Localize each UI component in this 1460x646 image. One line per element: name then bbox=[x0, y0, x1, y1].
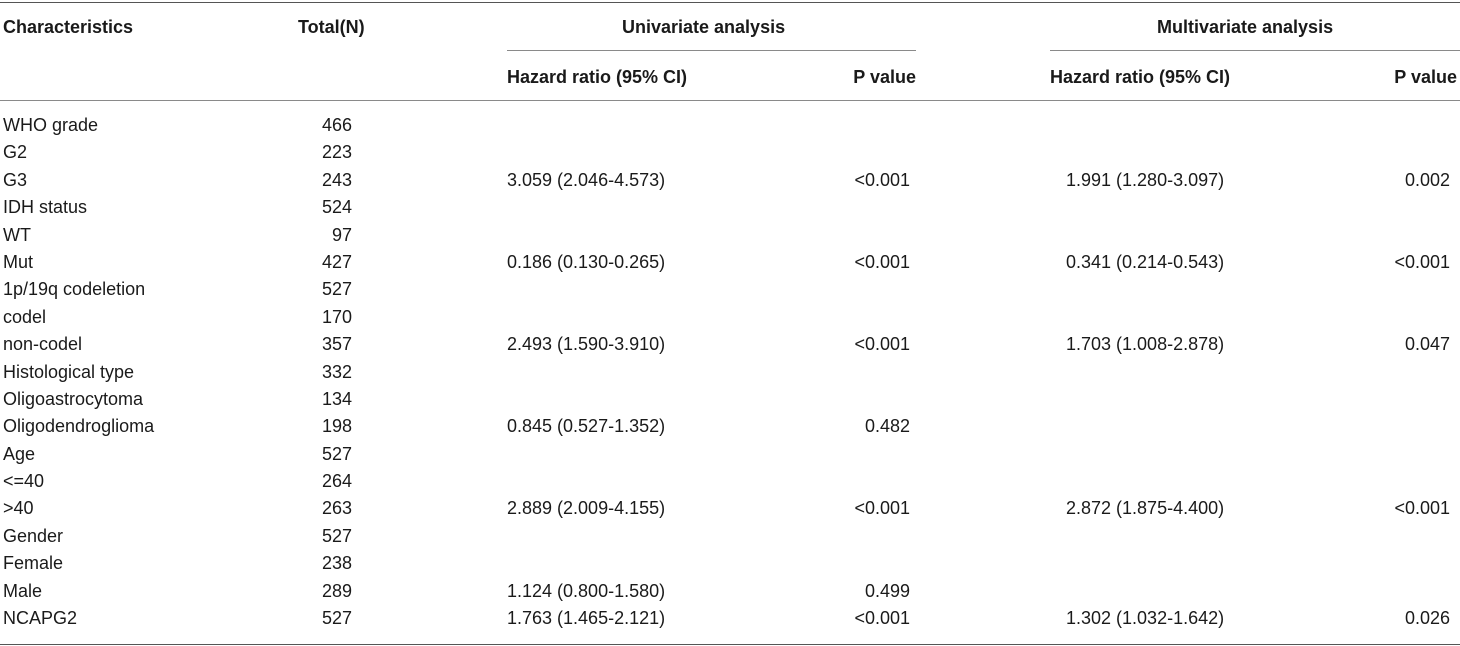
cell-total: 238 bbox=[321, 553, 352, 574]
cell-multi-hazard-ratio: 0.341 (0.214-0.543) bbox=[1066, 251, 1225, 272]
cell-total: 97 bbox=[331, 224, 352, 245]
cell-characteristic: non-codel bbox=[3, 334, 83, 355]
cell-multi-p-value: 0.047 bbox=[1404, 334, 1450, 355]
cell-multi-hazard-ratio: 2.872 (1.875-4.400) bbox=[1066, 498, 1225, 519]
table-row: IDH status 524 bbox=[0, 197, 1460, 224]
cell-uni-hazard-ratio: 2.889 (2.009-4.155) bbox=[507, 498, 666, 519]
table-row: Age 527 bbox=[0, 444, 1460, 471]
cell-characteristic: G3 bbox=[3, 169, 28, 190]
cell-characteristic: >40 bbox=[3, 498, 34, 519]
cell-uni-p-value: <0.001 bbox=[854, 251, 910, 272]
cell-total: 527 bbox=[321, 525, 352, 546]
cell-uni-hazard-ratio: 0.845 (0.527-1.352) bbox=[507, 416, 666, 437]
cell-total: 263 bbox=[321, 498, 352, 519]
header-uni-hazard-ratio: Hazard ratio (95% CI) bbox=[507, 67, 688, 87]
cell-characteristic: WHO grade bbox=[3, 115, 99, 135]
cell-uni-hazard-ratio: 2.493 (1.590-3.910) bbox=[507, 334, 666, 355]
header-characteristics: Characteristics bbox=[3, 17, 134, 37]
cell-characteristic: 1p/19q codeletion bbox=[3, 279, 146, 300]
cell-characteristic: <=40 bbox=[3, 471, 45, 492]
table-row: NCAPG2 527 1.763 (1.465-2.121) <0.001 1.302 … bbox=[0, 608, 1460, 635]
cell-uni-p-value: <0.001 bbox=[854, 608, 910, 629]
cell-total: 527 bbox=[321, 279, 352, 300]
table-row: Mut 427 0.186 (0.130-0.265) <0.001 0.341 (0.… bbox=[0, 252, 1460, 279]
header-uni-p-value: P value bbox=[853, 67, 916, 87]
table-body: WHO grade 466 G2 223 G3 243 3.059 (2.046-4.573… bbox=[0, 115, 1460, 635]
table-row: Female 238 bbox=[0, 553, 1460, 580]
cell-characteristic: NCAPG2 bbox=[3, 608, 78, 629]
header-multivariate: Multivariate analysis bbox=[1157, 17, 1334, 37]
cell-total: 223 bbox=[321, 142, 352, 163]
cell-uni-p-value: <0.001 bbox=[854, 498, 910, 519]
table-row: Male 289 1.124 (0.800-1.580) 0.499 bbox=[0, 581, 1460, 608]
cell-total: 289 bbox=[321, 580, 352, 601]
cell-characteristic: Oligodendroglioma bbox=[3, 416, 155, 437]
table-row: >40 263 2.889 (2.009-4.155) <0.001 2.872 (1.… bbox=[0, 498, 1460, 525]
cell-total: 170 bbox=[321, 306, 352, 327]
cell-multi-hazard-ratio: 1.991 (1.280-3.097) bbox=[1066, 169, 1225, 190]
table-row: non-codel 357 2.493 (1.590-3.910) <0.001 1.7… bbox=[0, 334, 1460, 361]
univariate-rule bbox=[507, 50, 916, 51]
cell-multi-hazard-ratio: 1.703 (1.008-2.878) bbox=[1066, 334, 1225, 355]
cell-multi-p-value: <0.001 bbox=[1394, 251, 1450, 272]
header-multi-p-value: P value bbox=[1394, 67, 1457, 87]
cell-multi-hazard-ratio: 1.302 (1.032-1.642) bbox=[1066, 608, 1225, 629]
header-univariate: Univariate analysis bbox=[622, 17, 786, 37]
multivariate-rule bbox=[1050, 50, 1460, 51]
table-row: WT 97 bbox=[0, 225, 1460, 252]
cell-total: 134 bbox=[321, 388, 352, 409]
cell-uni-p-value: 0.499 bbox=[864, 580, 910, 601]
table-row: 1p/19q codeletion 527 bbox=[0, 279, 1460, 306]
header-multi-hazard-ratio: Hazard ratio (95% CI) bbox=[1050, 67, 1231, 87]
table-row: G3 243 3.059 (2.046-4.573) <0.001 1.991 (1.2… bbox=[0, 170, 1460, 197]
cell-uni-hazard-ratio: 1.763 (1.465-2.121) bbox=[507, 608, 666, 629]
cell-characteristic: IDH status bbox=[3, 197, 88, 218]
cell-total: 524 bbox=[321, 197, 352, 218]
cell-uni-p-value: <0.001 bbox=[854, 334, 910, 355]
cell-uni-hazard-ratio: 1.124 (0.800-1.580) bbox=[507, 580, 666, 601]
table-top-rule bbox=[0, 2, 1460, 3]
cell-total: 332 bbox=[321, 361, 352, 382]
cell-characteristic: Gender bbox=[3, 525, 64, 546]
cell-characteristic: WT bbox=[3, 224, 31, 245]
cell-uni-p-value: <0.001 bbox=[854, 169, 910, 190]
cell-characteristic: G2 bbox=[3, 142, 28, 163]
cell-total: 198 bbox=[321, 416, 352, 437]
header-total: Total(N) bbox=[298, 17, 365, 37]
table-row: Histological type 332 bbox=[0, 362, 1460, 389]
table-row: <=40 264 bbox=[0, 471, 1460, 498]
cell-characteristic: Oligoastrocytoma bbox=[3, 388, 144, 409]
cell-uni-hazard-ratio: 0.186 (0.130-0.265) bbox=[507, 251, 666, 272]
cell-total: 527 bbox=[321, 608, 352, 629]
cell-total: 264 bbox=[321, 471, 352, 492]
cell-multi-p-value: 0.026 bbox=[1404, 608, 1450, 629]
table-row: WHO grade 466 bbox=[0, 115, 1460, 142]
cell-total: 357 bbox=[321, 334, 352, 355]
cell-characteristic: codel bbox=[3, 306, 47, 327]
cell-uni-p-value: 0.482 bbox=[864, 416, 910, 437]
cell-characteristic: Age bbox=[3, 443, 36, 464]
table-bottom-rule bbox=[0, 644, 1460, 645]
cell-uni-hazard-ratio: 3.059 (2.046-4.573) bbox=[507, 169, 666, 190]
table-row: Oligodendroglioma 198 0.845 (0.527-1.352) 0… bbox=[0, 416, 1460, 443]
cell-total: 427 bbox=[321, 251, 352, 272]
cell-characteristic: Female bbox=[3, 553, 64, 574]
cell-multi-p-value: <0.001 bbox=[1394, 498, 1450, 519]
header-bottom-rule bbox=[0, 100, 1460, 101]
cell-characteristic: Male bbox=[3, 580, 43, 601]
cell-total: 527 bbox=[321, 443, 352, 464]
cell-total: 466 bbox=[321, 115, 352, 135]
cell-multi-p-value: 0.002 bbox=[1404, 169, 1450, 190]
cell-total: 243 bbox=[321, 169, 352, 190]
table-row: Gender 527 bbox=[0, 526, 1460, 553]
cell-characteristic: Histological type bbox=[3, 361, 135, 382]
table-row: codel 170 bbox=[0, 307, 1460, 334]
table-row: G2 223 bbox=[0, 142, 1460, 169]
table-row: Oligoastrocytoma 134 bbox=[0, 389, 1460, 416]
cell-characteristic: Mut bbox=[3, 251, 34, 272]
